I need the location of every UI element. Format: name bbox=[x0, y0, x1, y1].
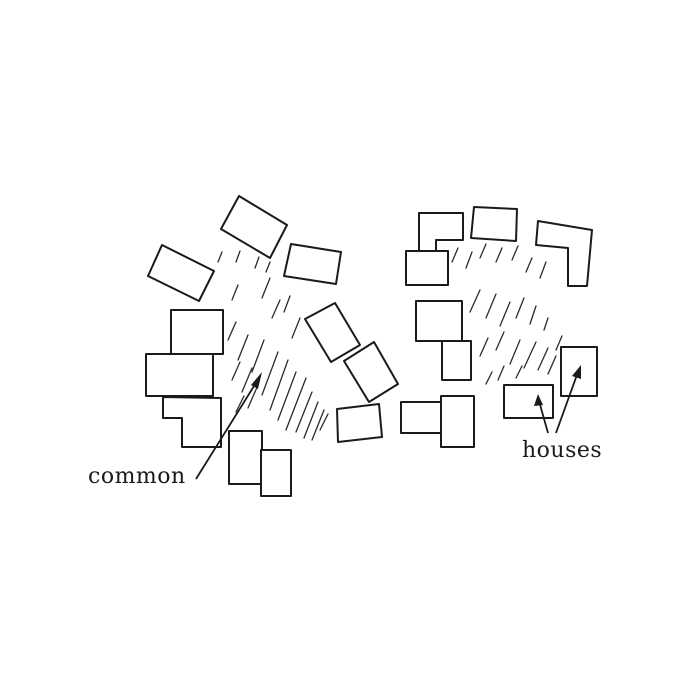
common-label: common bbox=[88, 464, 186, 489]
hatch-stroke bbox=[515, 365, 523, 379]
house bbox=[415, 300, 463, 342]
right-house-cluster bbox=[400, 206, 598, 448]
house bbox=[147, 244, 215, 302]
house bbox=[304, 302, 361, 363]
hatch-stroke bbox=[241, 367, 253, 393]
house bbox=[441, 340, 472, 381]
house bbox=[220, 195, 288, 259]
hatch-stroke bbox=[465, 251, 473, 269]
hatch-stroke bbox=[265, 261, 271, 273]
hatch-stroke bbox=[235, 250, 241, 263]
hatch-stroke bbox=[479, 243, 487, 259]
house bbox=[283, 243, 342, 285]
hatch-stroke bbox=[295, 391, 313, 433]
house bbox=[400, 401, 442, 434]
house bbox=[405, 250, 449, 286]
hatch-stroke bbox=[495, 247, 503, 263]
hatch-stroke bbox=[469, 289, 481, 313]
house bbox=[440, 395, 475, 448]
hatch-stroke bbox=[285, 377, 307, 431]
house bbox=[418, 212, 464, 252]
house bbox=[162, 396, 222, 448]
hatch-stroke bbox=[523, 341, 537, 369]
hatch-stroke bbox=[529, 305, 537, 325]
house bbox=[535, 220, 593, 287]
hatch-stroke bbox=[543, 317, 549, 331]
houses-pointer-arrows bbox=[534, 365, 581, 434]
house bbox=[145, 353, 214, 397]
hatch-stroke bbox=[261, 277, 271, 299]
hatch-stroke bbox=[479, 337, 489, 357]
common-pointer-arrow bbox=[195, 372, 262, 480]
hatch-stroke bbox=[497, 365, 505, 381]
hatch-stroke bbox=[495, 331, 505, 351]
hatch-stroke bbox=[227, 321, 237, 341]
hatch-stroke bbox=[277, 371, 297, 421]
right-common-hatching bbox=[451, 243, 563, 385]
house bbox=[260, 449, 292, 497]
house bbox=[343, 341, 399, 403]
hatch-stroke bbox=[525, 257, 533, 273]
house bbox=[170, 309, 224, 355]
house bbox=[336, 403, 383, 443]
hatch-stroke bbox=[251, 339, 265, 373]
hatch-stroke bbox=[451, 247, 459, 263]
hatch-stroke bbox=[499, 301, 511, 327]
hatch-stroke bbox=[237, 334, 249, 361]
arrowhead-icon bbox=[534, 394, 543, 406]
hatch-stroke bbox=[231, 361, 241, 381]
arrowhead-icon bbox=[251, 372, 262, 389]
house bbox=[470, 206, 518, 242]
hatch-stroke bbox=[217, 251, 223, 263]
hatch-stroke bbox=[303, 401, 319, 439]
house bbox=[560, 346, 598, 397]
hatch-stroke bbox=[261, 351, 279, 396]
hatch-stroke bbox=[509, 339, 521, 365]
hatch-stroke bbox=[537, 347, 549, 371]
hatch-stroke bbox=[485, 371, 493, 385]
hatch-stroke bbox=[511, 245, 519, 261]
hatch-stroke bbox=[515, 297, 525, 319]
hatch-stroke bbox=[254, 256, 260, 269]
left-common-hatching bbox=[217, 250, 329, 441]
hatch-stroke bbox=[555, 335, 563, 351]
hatch-stroke bbox=[547, 355, 557, 375]
arrowhead-icon bbox=[572, 365, 581, 379]
hatch-stroke bbox=[235, 395, 245, 413]
hatch-stroke bbox=[269, 359, 289, 411]
hatch-stroke bbox=[247, 384, 259, 409]
hatch-stroke bbox=[319, 413, 329, 431]
hatch-stroke bbox=[539, 261, 547, 279]
left-house-cluster bbox=[145, 195, 399, 497]
house bbox=[503, 384, 554, 419]
hatch-stroke bbox=[271, 299, 281, 319]
hatch-stroke bbox=[283, 295, 291, 313]
hatch-stroke bbox=[311, 409, 325, 441]
houses-label: houses bbox=[522, 438, 603, 463]
house bbox=[228, 430, 263, 485]
hatch-stroke bbox=[231, 284, 239, 301]
hatch-stroke bbox=[291, 317, 301, 339]
hatch-stroke bbox=[485, 293, 497, 319]
